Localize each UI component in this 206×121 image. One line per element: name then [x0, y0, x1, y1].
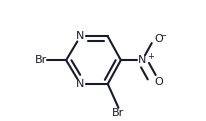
Text: N: N — [76, 79, 85, 89]
Text: N: N — [76, 31, 85, 41]
Text: N: N — [138, 55, 146, 65]
Text: Br: Br — [112, 108, 125, 118]
Text: −: − — [159, 31, 166, 40]
Text: +: + — [147, 52, 154, 61]
Text: Br: Br — [35, 55, 47, 65]
Text: O: O — [154, 34, 163, 44]
Text: O: O — [154, 77, 163, 87]
